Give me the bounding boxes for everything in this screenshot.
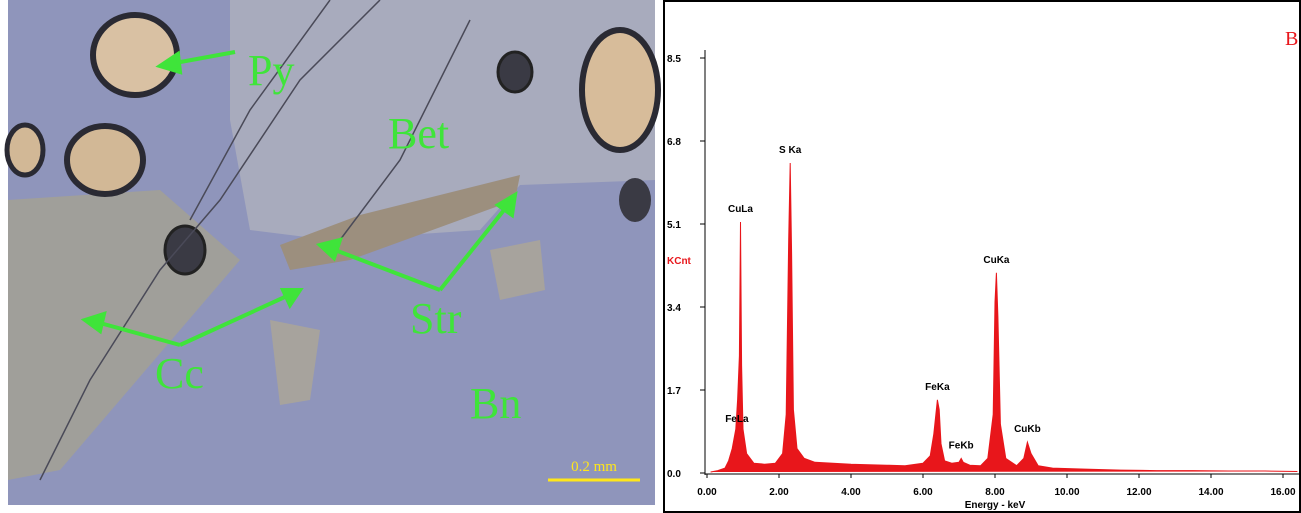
x-tick-label: 0.00 xyxy=(697,487,717,498)
peak-label: CuLa xyxy=(728,204,753,215)
y-tick-label: 0.0 xyxy=(667,469,681,480)
pyrite-grain xyxy=(93,15,177,95)
pore xyxy=(619,178,651,222)
pore xyxy=(498,52,532,92)
mineral-label: Py xyxy=(248,46,294,95)
figure: Py Bet Str Cc Bn 0.2 mm B KCnt Energy - … xyxy=(0,0,1301,513)
y-tick-label: 6.8 xyxy=(667,137,681,148)
pyrite-grain xyxy=(67,126,143,194)
x-tick-label: 8.00 xyxy=(985,487,1005,498)
x-tick-label: 10.00 xyxy=(1054,487,1079,498)
y-axis-label: KCnt xyxy=(667,256,692,267)
y-tick-label: 3.4 xyxy=(667,303,681,314)
scale-label: 0.2 mm xyxy=(571,459,617,475)
x-tick-label: 12.00 xyxy=(1126,487,1151,498)
spectrum-panel xyxy=(664,1,1300,512)
mineral-label: Bet xyxy=(388,109,449,158)
pore xyxy=(165,226,205,274)
peak-label: CuKb xyxy=(1014,424,1041,435)
x-tick-label: 4.00 xyxy=(841,487,861,498)
cc-patch xyxy=(490,240,545,300)
micrograph: Py Bet Str Cc Bn 0.2 mm xyxy=(7,0,658,505)
x-tick-label: 6.00 xyxy=(913,487,933,498)
y-tick-label: 1.7 xyxy=(667,386,681,397)
peak-label: FeKa xyxy=(925,382,950,393)
x-tick-label: 2.00 xyxy=(769,487,789,498)
peak-label: FeLa xyxy=(725,414,749,425)
x-tick-label: 16.00 xyxy=(1270,487,1295,498)
mineral-label: Bn xyxy=(470,379,521,428)
x-tick-label: 14.00 xyxy=(1198,487,1223,498)
mineral-label: Cc xyxy=(155,349,204,398)
mineral-label: Str xyxy=(410,294,462,343)
y-tick-label: 5.1 xyxy=(667,220,681,231)
panel-label: B xyxy=(1285,28,1298,50)
peak-label: FeKb xyxy=(949,440,974,451)
pyrite-grain xyxy=(582,30,658,150)
peak-label: CuKa xyxy=(983,255,1010,266)
x-axis-label: Energy - keV xyxy=(965,500,1026,511)
pyrite-grain xyxy=(7,125,43,175)
page: Py Bet Str Cc Bn 0.2 mm B KCnt Energy - … xyxy=(0,0,1301,513)
y-tick-label: 8.5 xyxy=(667,54,681,65)
peak-label: S Ka xyxy=(779,145,802,156)
